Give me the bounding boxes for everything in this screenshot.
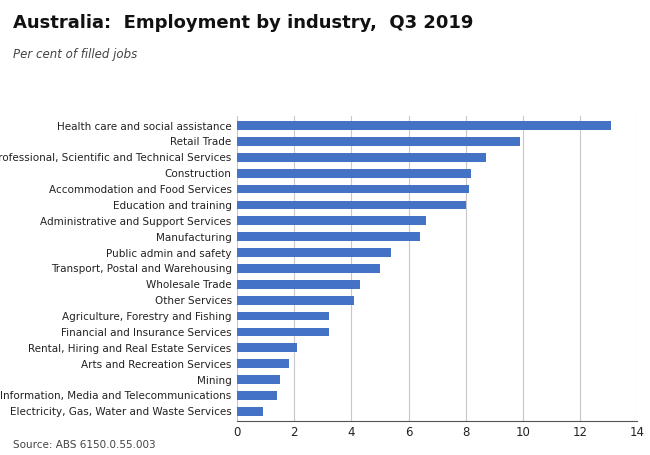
Bar xyxy=(237,185,469,193)
Bar xyxy=(237,391,278,400)
Bar xyxy=(237,217,426,225)
Bar xyxy=(237,312,329,320)
Bar xyxy=(237,137,520,146)
Text: Australia:  Employment by industry,  Q3 2019: Australia: Employment by industry, Q3 20… xyxy=(13,14,473,32)
Bar xyxy=(237,153,486,162)
Bar xyxy=(237,359,289,368)
Bar xyxy=(237,296,354,304)
Text: Per cent of filled jobs: Per cent of filled jobs xyxy=(13,48,137,61)
Text: Source: ABS 6150.0.55.003: Source: ABS 6150.0.55.003 xyxy=(13,440,155,450)
Bar xyxy=(237,375,280,384)
Bar xyxy=(237,248,391,257)
Bar xyxy=(237,264,380,273)
Bar xyxy=(237,407,263,416)
Bar xyxy=(237,201,465,209)
Bar xyxy=(237,280,360,288)
Bar xyxy=(237,328,329,336)
Bar xyxy=(237,169,471,177)
Bar xyxy=(237,233,420,241)
Bar xyxy=(237,344,297,352)
Bar xyxy=(237,121,611,130)
